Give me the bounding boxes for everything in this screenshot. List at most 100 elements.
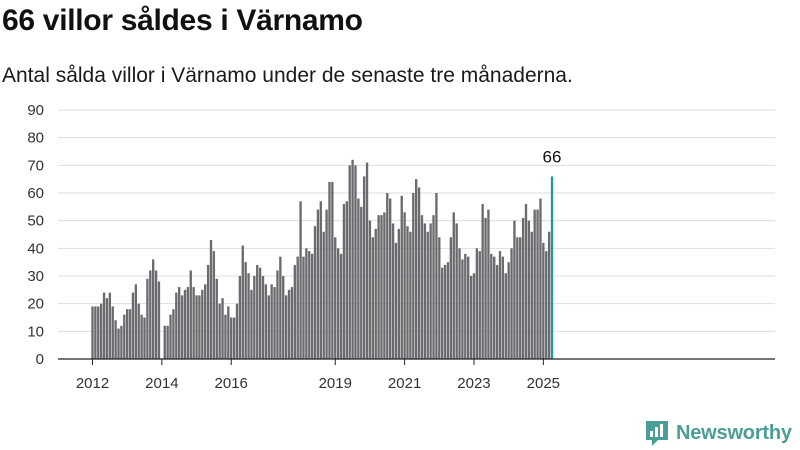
bar [420, 215, 424, 359]
bar [117, 328, 120, 359]
bar [178, 287, 181, 359]
highlight-bar [550, 176, 554, 359]
bar [368, 220, 372, 359]
bar [224, 314, 227, 359]
bar [180, 295, 184, 359]
bar [400, 195, 403, 359]
bar [374, 228, 377, 359]
bar [415, 179, 418, 359]
bar [446, 262, 450, 359]
bar [406, 226, 409, 359]
bar [258, 267, 262, 359]
bar [253, 276, 256, 359]
bar [189, 270, 192, 359]
bar [504, 273, 507, 359]
x-tick-label: 2025 [527, 375, 560, 392]
bar [417, 187, 421, 359]
bar [443, 264, 447, 359]
bar [273, 287, 276, 359]
bar [209, 240, 213, 359]
bar [235, 303, 239, 359]
y-tick-label: 10 [27, 323, 44, 340]
bar [172, 309, 175, 359]
x-tick-label: 2019 [319, 375, 352, 392]
highlight-value-label: 66 [543, 147, 562, 166]
bar [325, 209, 328, 359]
y-tick-label: 30 [27, 268, 44, 285]
x-tick-label: 2021 [388, 375, 421, 392]
bar [221, 298, 224, 359]
bar [131, 292, 135, 359]
bar [230, 317, 233, 359]
bar [467, 256, 470, 359]
bar [212, 251, 216, 359]
bar [316, 209, 320, 359]
bar [426, 231, 429, 359]
bar [279, 256, 282, 359]
bar [527, 220, 531, 359]
bar [183, 289, 187, 359]
x-axis-ticks: 2012 2014 2016 2019 2021 2023 2025 [76, 359, 560, 392]
bar [169, 314, 172, 359]
bar [536, 209, 539, 359]
bar [247, 273, 250, 359]
bar [490, 253, 493, 359]
bar [227, 306, 230, 359]
bar [429, 223, 432, 359]
bar [487, 209, 490, 359]
bar [435, 193, 438, 359]
x-tick-label: 2023 [457, 375, 490, 392]
bar [244, 262, 247, 359]
bar [149, 270, 152, 359]
bar [516, 237, 519, 359]
bar [334, 237, 337, 359]
bar [365, 162, 369, 359]
bar [290, 287, 294, 359]
bar [322, 231, 325, 359]
bar [472, 273, 476, 359]
bar [389, 198, 392, 359]
bar-chart: 0 10 20 30 40 50 60 70 80 90 2012 2014 2016 2019 2021… [27, 102, 775, 392]
bar [308, 251, 311, 359]
bar [284, 295, 288, 359]
bar [493, 256, 496, 359]
bar [521, 217, 525, 359]
bar [441, 267, 444, 359]
bar [195, 295, 198, 359]
bar [432, 215, 435, 359]
bar [319, 201, 322, 359]
bar [137, 303, 140, 359]
bar [94, 306, 97, 359]
y-tick-label: 90 [27, 102, 44, 119]
bar [296, 256, 299, 359]
bar [394, 242, 398, 359]
bar [510, 248, 513, 359]
bar [250, 289, 253, 359]
bar [261, 276, 265, 359]
y-tick-label: 60 [27, 185, 44, 202]
bar [397, 228, 401, 359]
bar [201, 289, 204, 359]
bar [547, 231, 551, 359]
bar [357, 198, 360, 359]
newsworthy-logo: Newsworthy [644, 418, 792, 448]
bar [256, 264, 259, 359]
bar [111, 306, 114, 359]
bar [458, 248, 461, 359]
y-tick-label: 40 [27, 240, 44, 257]
bar [380, 215, 383, 359]
bar [264, 284, 268, 359]
bar [166, 325, 169, 359]
bar [105, 298, 109, 359]
y-axis-tick-labels: 0 10 20 30 40 50 60 70 80 90 [27, 102, 44, 368]
bars [91, 159, 554, 359]
bar [360, 206, 363, 359]
bar [507, 262, 510, 359]
bar [204, 284, 207, 359]
bar [192, 287, 195, 359]
bar [481, 204, 484, 359]
brand-name: Newsworthy [676, 421, 792, 444]
bar [412, 193, 415, 359]
bar [498, 251, 502, 359]
bar [383, 212, 386, 359]
